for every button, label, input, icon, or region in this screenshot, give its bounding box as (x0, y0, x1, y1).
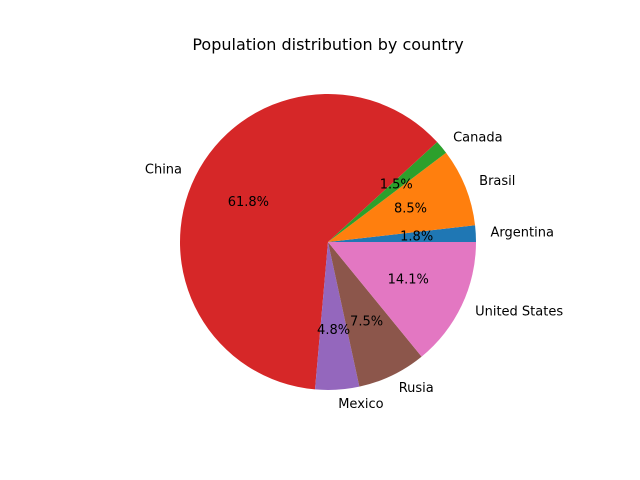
pie-slice-rusia (328, 242, 422, 387)
slice-label-united-states: United States (475, 304, 563, 319)
pie-slice-brasil (328, 152, 476, 242)
slice-label-mexico: Mexico (338, 397, 383, 412)
slice-label-canada: Canada (453, 130, 502, 145)
slice-label-argentina: Argentina (491, 225, 554, 240)
slice-label-brasil: Brasil (479, 174, 515, 189)
pie-slice-argentina (328, 225, 476, 242)
pct-label-brasil: 8.5% (394, 202, 427, 217)
pct-label-argentina: 1.8% (400, 229, 433, 244)
slice-label-rusia: Rusia (399, 381, 434, 396)
pie-labels: Argentina 1.8% Brasil 8.5% Canada 1.5% China 61… (145, 130, 563, 412)
slice-label-china: China (145, 162, 182, 177)
pie-slice-canada (328, 142, 447, 242)
pct-label-mexico: 4.8% (317, 323, 350, 338)
pie-slice-mexico (314, 242, 360, 390)
pct-label-china: 61.8% (228, 195, 269, 210)
pct-label-canada: 1.5% (380, 178, 413, 193)
pct-label-united-states: 14.1% (388, 273, 429, 288)
pie-slices (179, 94, 476, 390)
pct-label-rusia: 7.5% (350, 314, 383, 329)
pie-slice-united-states (328, 242, 476, 357)
pie-slice-china (179, 94, 438, 390)
chart-title: Population distribution by country (192, 35, 463, 54)
